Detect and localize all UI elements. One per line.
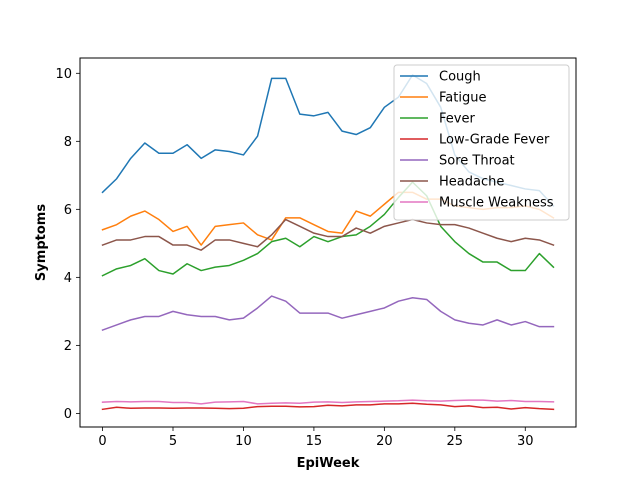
legend-label-3: Low-Grade Fever (439, 133, 550, 148)
y-tick-label-0: 0 (64, 407, 72, 422)
legend-label-5: Headache (439, 175, 504, 190)
legend-label-2: Fever (439, 112, 475, 127)
legend: Cough Fatigue Fever Low-Grade Fever Sore Thr… (393, 64, 570, 221)
legend-box (393, 64, 570, 221)
x-tick-label-4: 20 (376, 434, 393, 449)
x-tick-label-3: 15 (306, 434, 323, 449)
series-line-6 (101, 399, 555, 405)
x-tick-label-6: 30 (517, 434, 534, 449)
series-line-2 (101, 181, 555, 277)
x-tick-label-0: 0 (98, 434, 106, 449)
x-axis: 0 5 10 15 20 25 30 (98, 427, 534, 449)
y-tick-label-5: 10 (55, 67, 72, 82)
series-line-5 (101, 218, 555, 251)
series-line-4 (101, 295, 555, 332)
x-tick-label-5: 25 (447, 434, 464, 449)
legend-label-4: Sore Throat (439, 154, 515, 169)
y-axis: 0 2 4 6 8 10 (55, 67, 80, 422)
axes-frame (79, 57, 577, 428)
y-tick-label-2: 4 (64, 271, 72, 286)
y-tick-label-1: 2 (64, 339, 72, 354)
legend-label-1: Fatigue (439, 91, 486, 106)
legend-label-0: Cough (439, 70, 481, 85)
x-axis-label: EpiWeek (297, 456, 360, 471)
series-line-3 (101, 402, 555, 411)
x-tick-label-1: 5 (169, 434, 177, 449)
legend-label-6: Muscle Weakness (439, 196, 554, 211)
y-tick-label-4: 8 (64, 135, 72, 150)
y-axis-label: Symptoms (34, 204, 49, 281)
plot-lines (101, 74, 555, 411)
x-tick-label-2: 10 (235, 434, 252, 449)
y-tick-label-3: 6 (64, 203, 72, 218)
